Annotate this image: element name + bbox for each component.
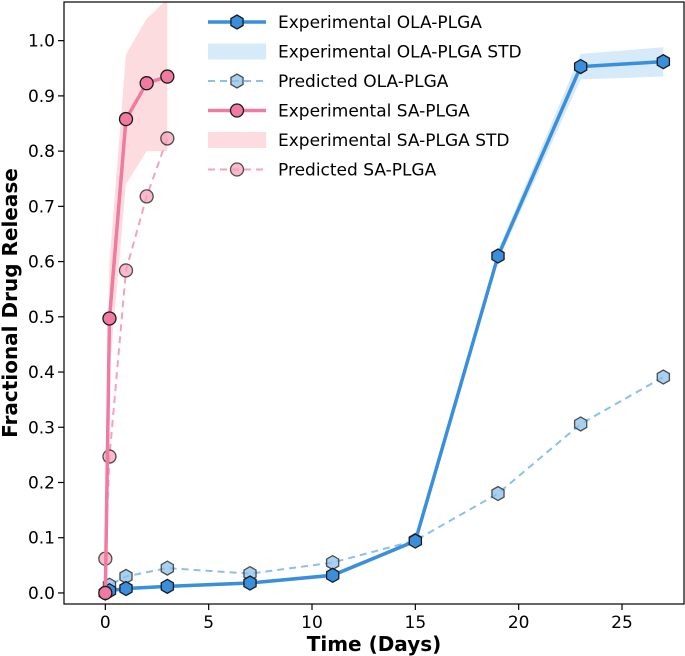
predicted-ola-plga-point [325,554,340,571]
y-tick-label: 0.6 [28,253,55,273]
experimental-ola-plga-point [119,580,133,597]
predicted-sa-plga-point [102,449,117,464]
predicted-sa-plga-point [139,189,154,204]
legend-label: Experimental SA-PLGA [278,102,470,122]
experimental-ola-plga-point [573,58,588,75]
legend-entry-experimental-ola-plga-std: Experimental OLA-PLGA STD [208,43,522,63]
experimental-sa-plga-std-band [105,2,168,593]
legend: Experimental OLA-PLGA Experimental OLA-PL… [208,13,522,181]
experimental-sa-plga-point [102,311,117,326]
axes: 0 5 10 15 20 25 0.0 0.1 0.2 0.3 0.4 0.5 0.6 0.7 0.8 0.9… [28,1,685,633]
experimental-ola-plga-point [408,533,423,549]
x-tick-label: 15 [405,613,427,633]
y-tick-label: 0.3 [28,418,55,438]
y-tick-label: 0.4 [28,363,55,383]
y-tick-label: 0.2 [28,473,55,493]
legend-label: Experimental OLA-PLGA STD [278,43,522,63]
legend-swatch [208,132,266,148]
legend-label: Experimental OLA-PLGA [278,13,482,33]
x-tick-label: 10 [301,613,323,633]
experimental-ola-plga-point [656,53,671,70]
x-tick-label: 5 [203,613,214,633]
y-tick-label: 0.1 [28,529,55,549]
x-tick-label: 0 [100,613,111,633]
x-tick-label: 25 [611,613,633,633]
legend-marker [230,73,244,89]
experimental-ola-plga-point [325,567,340,584]
experimental-sa-plga-point [160,69,175,84]
legend-entry-predicted-sa-plga: Predicted SA-PLGA [208,161,437,181]
x-tick-label: 20 [508,613,530,633]
experimental-ola-plga-point [160,578,175,595]
experimental-sa-plga-point [98,585,113,601]
y-tick-label: 0.8 [28,142,55,162]
legend-marker [229,162,245,177]
y-tick-label: 0.0 [28,584,55,604]
y-tick-label: 0.7 [28,197,55,217]
predicted-ola-plga-point [160,560,175,576]
legend-entry-predicted-ola-plga: Predicted OLA-PLGA [208,72,449,92]
plot-frame [63,1,685,605]
legend-entry-experimental-sa-plga: Experimental SA-PLGA [208,102,470,122]
legend-marker [229,103,245,118]
legend-label: Predicted OLA-PLGA [278,72,449,92]
y-tick-label: 0.9 [28,87,55,107]
y-axis-label: Fractional Drug Release [0,168,22,438]
predicted-ola-plga-line [104,376,664,594]
predicted-ola-plga-point [491,485,505,502]
experimental-sa-plga-point [118,111,134,127]
experimental-ola-plga-std-band [105,47,664,593]
legend-entry-experimental-sa-plga-std: Experimental SA-PLGA STD [208,131,509,151]
experimental-ola-plga-point [243,575,257,591]
y-tick-label: 1.0 [28,32,55,52]
predicted-sa-plga-point [160,131,175,146]
legend-label: Experimental SA-PLGA STD [278,131,509,151]
experimental-ola-plga-point [491,248,505,264]
plot-area [98,2,671,601]
legend-swatch [208,43,266,60]
legend-marker [230,14,244,30]
experimental-ola-plga-line [104,59,664,595]
legend-entry-experimental-ola-plga: Experimental OLA-PLGA [208,13,482,33]
y-tick-label: 0.5 [28,308,55,328]
experimental-sa-plga-point [139,76,154,91]
x-axis-label: Time (Days) [307,632,442,656]
predicted-ola-plga-point [573,416,588,432]
predicted-ola-plga-point [656,369,671,385]
predicted-sa-plga-point [118,263,134,278]
legend-label: Predicted SA-PLGA [278,161,437,181]
